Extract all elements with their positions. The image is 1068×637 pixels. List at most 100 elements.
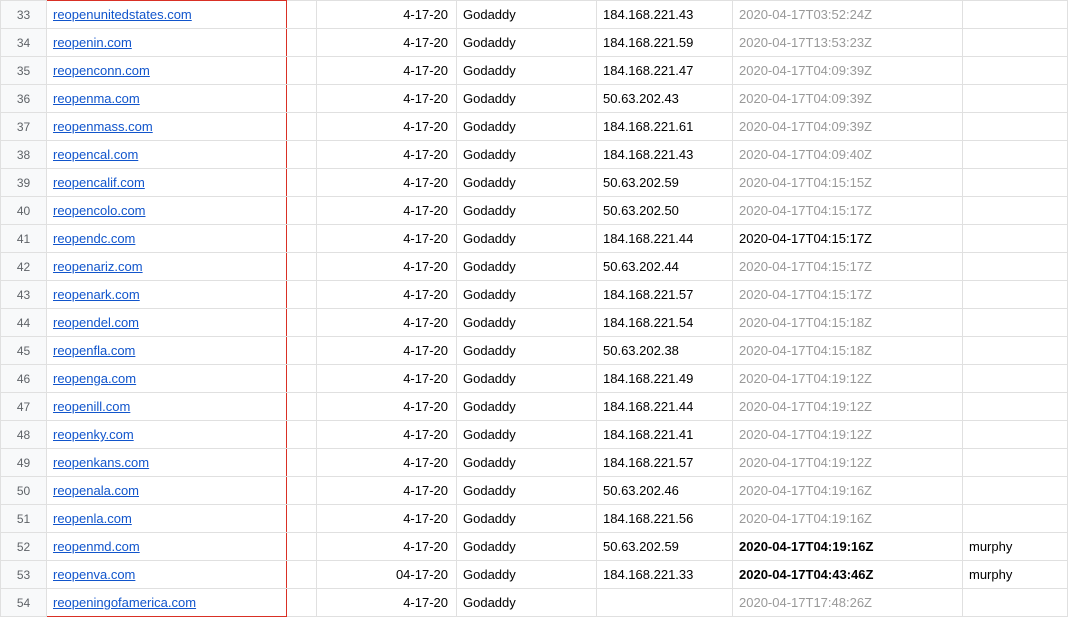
row-number-cell[interactable]: 40 xyxy=(1,197,47,225)
domain-cell[interactable]: reopenala.com xyxy=(47,477,287,505)
note-cell[interactable] xyxy=(963,589,1068,617)
domain-cell[interactable]: reopenariz.com xyxy=(47,253,287,281)
date-cell[interactable]: 4-17-20 xyxy=(317,533,457,561)
date-cell[interactable]: 4-17-20 xyxy=(317,225,457,253)
domain-link[interactable]: reopenky.com xyxy=(53,427,134,442)
ip-cell[interactable]: 184.168.221.57 xyxy=(597,281,733,309)
note-cell[interactable]: murphy xyxy=(963,561,1068,589)
table-row[interactable]: 42reopenariz.com4-17-20Godaddy50.63.202.… xyxy=(1,253,1068,281)
ip-cell[interactable]: 50.63.202.50 xyxy=(597,197,733,225)
timestamp-cell[interactable]: 2020-04-17T04:15:15Z xyxy=(733,169,963,197)
domain-link[interactable]: reopencalif.com xyxy=(53,175,145,190)
timestamp-cell[interactable]: 2020-04-17T17:48:26Z xyxy=(733,589,963,617)
row-number-cell[interactable]: 42 xyxy=(1,253,47,281)
registrar-cell[interactable]: Godaddy xyxy=(457,225,597,253)
domain-link[interactable]: reopendel.com xyxy=(53,315,139,330)
date-cell[interactable]: 4-17-20 xyxy=(317,85,457,113)
row-number-cell[interactable]: 45 xyxy=(1,337,47,365)
registrar-cell[interactable]: Godaddy xyxy=(457,421,597,449)
note-cell[interactable] xyxy=(963,29,1068,57)
domain-link[interactable]: reopenkans.com xyxy=(53,455,149,470)
table-row[interactable]: 51reopenla.com4-17-20Godaddy184.168.221.… xyxy=(1,505,1068,533)
domain-cell[interactable]: reopenconn.com xyxy=(47,57,287,85)
spacer-cell[interactable] xyxy=(287,197,317,225)
timestamp-cell[interactable]: 2020-04-17T04:19:16Z xyxy=(733,505,963,533)
timestamp-cell[interactable]: 2020-04-17T04:15:18Z xyxy=(733,337,963,365)
domain-cell[interactable]: reopenill.com xyxy=(47,393,287,421)
ip-cell[interactable]: 50.63.202.59 xyxy=(597,169,733,197)
note-cell[interactable] xyxy=(963,85,1068,113)
note-cell[interactable] xyxy=(963,1,1068,29)
spacer-cell[interactable] xyxy=(287,253,317,281)
domain-link[interactable]: reopenconn.com xyxy=(53,63,150,78)
ip-cell[interactable]: 184.168.221.44 xyxy=(597,393,733,421)
domain-cell[interactable]: reopenmass.com xyxy=(47,113,287,141)
domain-cell[interactable]: reopendel.com xyxy=(47,309,287,337)
date-cell[interactable]: 4-17-20 xyxy=(317,589,457,617)
spacer-cell[interactable] xyxy=(287,589,317,617)
table-row[interactable]: 40reopencolo.com 4-17-20Godaddy50.63.202.… xyxy=(1,197,1068,225)
row-number-cell[interactable]: 39 xyxy=(1,169,47,197)
date-cell[interactable]: 4-17-20 xyxy=(317,1,457,29)
spacer-cell[interactable] xyxy=(287,477,317,505)
domain-cell[interactable]: reopencolo.com xyxy=(47,197,287,225)
table-row[interactable]: 37reopenmass.com4-17-20Godaddy184.168.22… xyxy=(1,113,1068,141)
table-row[interactable]: 38reopencal.com4-17-20Godaddy184.168.221… xyxy=(1,141,1068,169)
domain-link[interactable]: reopencal.com xyxy=(53,147,138,162)
table-row[interactable]: 49reopenkans.com4-17-20Godaddy184.168.22… xyxy=(1,449,1068,477)
domain-link[interactable]: reopenunitedstates.com xyxy=(53,7,192,22)
timestamp-cell[interactable]: 2020-04-17T04:19:16Z xyxy=(733,533,963,561)
table-row[interactable]: 53reopenva.com04-17-20Godaddy184.168.221… xyxy=(1,561,1068,589)
domain-link[interactable]: reopenma.com xyxy=(53,91,140,106)
spacer-cell[interactable] xyxy=(287,169,317,197)
ip-cell[interactable]: 184.168.221.44 xyxy=(597,225,733,253)
timestamp-cell[interactable]: 2020-04-17T04:09:39Z xyxy=(733,113,963,141)
row-number-cell[interactable]: 36 xyxy=(1,85,47,113)
ip-cell[interactable]: 184.168.221.54 xyxy=(597,309,733,337)
spacer-cell[interactable] xyxy=(287,85,317,113)
timestamp-cell[interactable]: 2020-04-17T04:15:17Z xyxy=(733,225,963,253)
registrar-cell[interactable]: Godaddy xyxy=(457,365,597,393)
date-cell[interactable]: 4-17-20 xyxy=(317,253,457,281)
row-number-cell[interactable]: 37 xyxy=(1,113,47,141)
note-cell[interactable] xyxy=(963,225,1068,253)
domain-cell[interactable]: reopeningofamerica.com xyxy=(47,589,287,617)
date-cell[interactable]: 4-17-20 xyxy=(317,197,457,225)
registrar-cell[interactable]: Godaddy xyxy=(457,141,597,169)
registrar-cell[interactable]: Godaddy xyxy=(457,505,597,533)
registrar-cell[interactable]: Godaddy xyxy=(457,57,597,85)
ip-cell[interactable]: 184.168.221.57 xyxy=(597,449,733,477)
timestamp-cell[interactable]: 2020-04-17T04:09:39Z xyxy=(733,85,963,113)
table-row[interactable]: 52reopenmd.com4-17-20Godaddy50.63.202.59… xyxy=(1,533,1068,561)
row-number-cell[interactable]: 53 xyxy=(1,561,47,589)
note-cell[interactable] xyxy=(963,197,1068,225)
domain-link[interactable]: reopenva.com xyxy=(53,567,135,582)
row-number-cell[interactable]: 41 xyxy=(1,225,47,253)
domain-link[interactable]: reopenmass.com xyxy=(53,119,153,134)
registrar-cell[interactable]: Godaddy xyxy=(457,169,597,197)
table-row[interactable]: 45reopenfla.com4-17-20Godaddy50.63.202.3… xyxy=(1,337,1068,365)
spacer-cell[interactable] xyxy=(287,561,317,589)
note-cell[interactable] xyxy=(963,281,1068,309)
domain-link[interactable]: reopenark.com xyxy=(53,287,140,302)
ip-cell[interactable]: 184.168.221.56 xyxy=(597,505,733,533)
note-cell[interactable] xyxy=(963,113,1068,141)
row-number-cell[interactable]: 35 xyxy=(1,57,47,85)
table-row[interactable]: 43reopenark.com4-17-20Godaddy184.168.221… xyxy=(1,281,1068,309)
row-number-cell[interactable]: 44 xyxy=(1,309,47,337)
spacer-cell[interactable] xyxy=(287,225,317,253)
spacer-cell[interactable] xyxy=(287,113,317,141)
domain-cell[interactable]: reopenga.com xyxy=(47,365,287,393)
domain-cell[interactable]: reopenva.com xyxy=(47,561,287,589)
domain-link[interactable]: reopenala.com xyxy=(53,483,139,498)
ip-cell[interactable]: 50.63.202.38 xyxy=(597,337,733,365)
table-row[interactable]: 39reopencalif.com4-17-20Godaddy50.63.202… xyxy=(1,169,1068,197)
note-cell[interactable] xyxy=(963,169,1068,197)
ip-cell[interactable]: 184.168.221.41 xyxy=(597,421,733,449)
table-row[interactable]: 41reopendc.com4-17-20Godaddy184.168.221.… xyxy=(1,225,1068,253)
note-cell[interactable] xyxy=(963,141,1068,169)
domain-cell[interactable]: reopencal.com xyxy=(47,141,287,169)
registrar-cell[interactable]: Godaddy xyxy=(457,197,597,225)
registrar-cell[interactable]: Godaddy xyxy=(457,281,597,309)
registrar-cell[interactable]: Godaddy xyxy=(457,589,597,617)
